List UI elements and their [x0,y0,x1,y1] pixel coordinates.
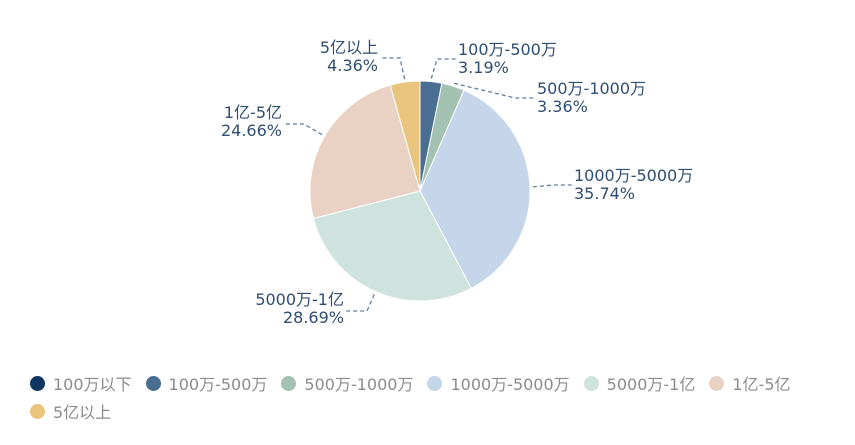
slice-label-percent: 28.69% [283,308,344,327]
legend-label: 500万-1000万 [304,375,414,394]
legend-swatch-icon [583,375,599,391]
label-leader-line [380,57,406,80]
legend-swatch-icon [30,375,45,391]
legend-item[interactable]: 1亿-5亿 [709,372,791,394]
pie-slice[interactable] [312,190,472,302]
legend-label: 100万以下 [53,375,132,394]
slice-label-percent: 3.36% [537,97,588,116]
legend-swatch-icon [427,375,443,391]
legend-label: 100万-500万 [168,375,268,394]
legend-item[interactable]: 500万-1000万 [281,372,413,394]
slice-label-percent: 24.66% [221,121,282,140]
legend-swatch-icon [145,375,161,391]
legend-item[interactable]: 100万以下 [30,372,132,394]
slice-label-name: 1000万-5000万 [574,166,693,185]
pie-slice[interactable] [389,80,421,192]
label-leader-line [284,123,323,136]
slice-label-name: 100万-500万 [458,40,557,59]
legend-label: 5亿以上 [53,403,112,422]
legend-swatch-icon [30,403,45,419]
slice-label-name: 1亿-5亿 [224,103,282,122]
pie-slice[interactable] [419,89,531,290]
legend-swatch-icon [709,375,725,391]
slice-label-percent: 3.19% [458,58,509,77]
legend-swatch-icon [281,375,297,391]
label-leader-line [430,58,456,79]
legend-item[interactable]: 1000万-5000万 [427,372,570,394]
pie-slice[interactable] [309,84,421,220]
pie-slices [309,80,531,302]
legend-label: 5000万-1亿 [606,375,696,394]
legend-item[interactable]: 5亿以上 [30,400,111,422]
slice-label-percent: 35.74% [574,184,635,203]
slice-label-name: 5000万-1亿 [255,290,344,309]
legend-item[interactable]: 5000万-1亿 [583,372,696,394]
legend-label: 1亿-5亿 [732,375,791,394]
slice-label-name: 5亿以上 [320,38,378,57]
legend-item[interactable]: 100万-500万 [145,372,268,394]
legend: 100万以下 100万-500万 500万-1000万 1000万-5000万 5000… [30,372,840,422]
label-leader-line [532,184,572,188]
slice-label-percent: 4.36% [327,56,378,75]
label-leader-line [346,294,375,312]
legend-label: 1000万-5000万 [450,375,570,394]
slice-label-name: 500万-1000万 [537,79,646,98]
